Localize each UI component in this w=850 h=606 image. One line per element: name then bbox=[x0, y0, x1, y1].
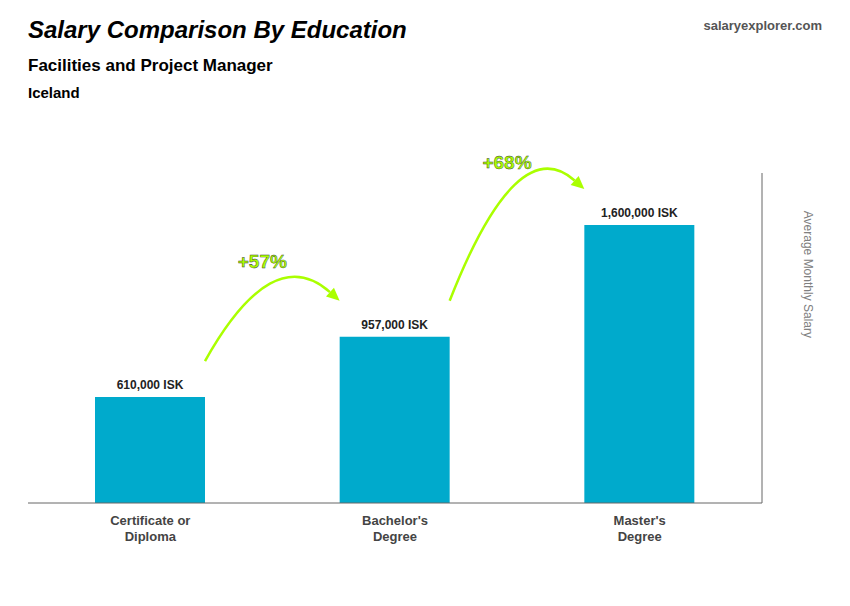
svg-text:+68%: +68% bbox=[482, 152, 531, 173]
svg-text:610,000 ISK: 610,000 ISK bbox=[117, 378, 184, 392]
html-text:Iceland: Iceland bbox=[28, 84, 80, 101]
svg-text:+57%: +57% bbox=[238, 251, 287, 272]
html-text:Salary Comparison By Education: Salary Comparison By Education bbox=[28, 16, 407, 43]
html-text:salaryexplorer.com: salaryexplorer.com bbox=[703, 18, 822, 33]
svg-text:Bachelor'sDegree: Bachelor'sDegree bbox=[362, 513, 428, 544]
svg-text:Average Monthly Salary: Average Monthly Salary bbox=[801, 211, 815, 338]
svg-text:Certificate orDiploma: Certificate orDiploma bbox=[110, 513, 190, 544]
svg-text:957,000 ISK: 957,000 ISK bbox=[361, 318, 428, 332]
html-text:Facilities and Project Manager: Facilities and Project Manager bbox=[28, 56, 273, 75]
svg-text:Master'sDegree: Master'sDegree bbox=[614, 513, 666, 544]
svg-text:1,600,000 ISK: 1,600,000 ISK bbox=[601, 206, 678, 220]
